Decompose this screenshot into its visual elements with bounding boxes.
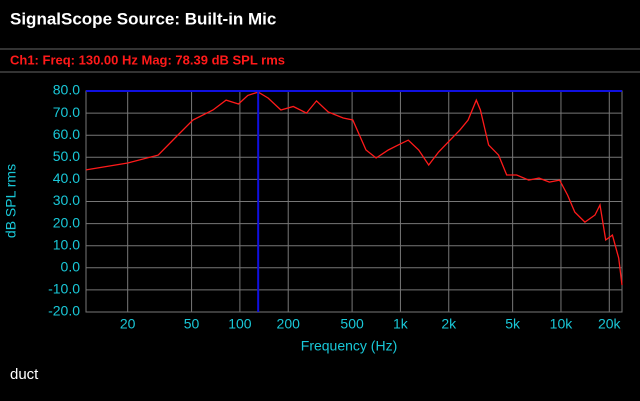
x-tick-label: 50 xyxy=(184,316,200,332)
x-tick-label: 20k xyxy=(598,316,622,332)
y-tick-label: 10.0 xyxy=(53,236,80,252)
y-tick-label: 50.0 xyxy=(53,148,80,164)
y-tick-label: -10.0 xyxy=(48,281,80,297)
source-title: SignalScope Source: Built-in Mic xyxy=(10,9,276,28)
y-tick-label: 60.0 xyxy=(53,126,80,142)
cursor-readout: Ch1: Freq: 130.00 Hz Mag: 78.39 dB SPL r… xyxy=(10,52,285,67)
x-tick-label: 5k xyxy=(505,316,521,332)
y-axis-title: dB SPL rms xyxy=(3,164,19,238)
y-tick-label: 0.0 xyxy=(61,259,81,275)
x-axis-title: Frequency (Hz) xyxy=(301,338,397,354)
y-tick-label: 20.0 xyxy=(53,214,80,230)
y-tick-label: 30.0 xyxy=(53,192,80,208)
x-tick-label: 200 xyxy=(277,316,301,332)
x-tick-label: 2k xyxy=(441,316,457,332)
y-tick-label: 40.0 xyxy=(53,170,80,186)
y-tick-label: 70.0 xyxy=(53,104,80,120)
x-tick-label: 100 xyxy=(228,316,252,332)
x-tick-label: 1k xyxy=(393,316,409,332)
footer-label: duct xyxy=(10,366,39,383)
plot: -20.0 -10.0 0.0 10.0 20.0 30.0 40.0 50.0 60.0 70.… xyxy=(48,82,623,332)
x-tick-label: 10k xyxy=(550,316,574,332)
response-line xyxy=(85,91,623,286)
x-tick-label: 500 xyxy=(340,316,364,332)
x-tick-label: 20 xyxy=(120,316,136,332)
y-tick-label: 80.0 xyxy=(53,82,80,98)
y-tick-label: -20.0 xyxy=(48,303,80,319)
